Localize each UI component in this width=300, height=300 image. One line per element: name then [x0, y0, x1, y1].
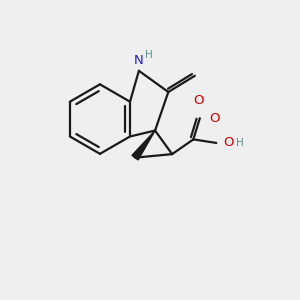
Text: O: O	[209, 112, 220, 125]
Text: H: H	[236, 138, 244, 148]
Text: H: H	[145, 50, 153, 60]
Text: O: O	[193, 94, 204, 107]
Text: N: N	[134, 54, 144, 67]
Polygon shape	[132, 130, 155, 160]
Text: O: O	[223, 136, 233, 149]
